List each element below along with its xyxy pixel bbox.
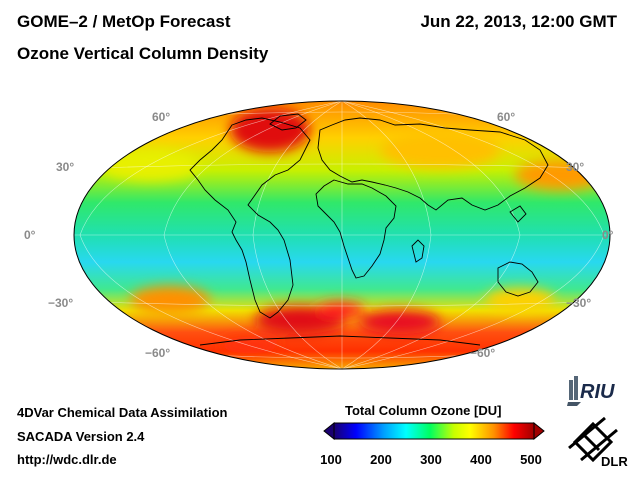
- ozone-map: [73, 100, 611, 370]
- lat-label-right-minus60: −60°: [470, 346, 496, 360]
- lat-label-right-minus30: −30°: [566, 296, 592, 310]
- forecast-datetime: Jun 22, 2013, 12:00 GMT: [420, 12, 617, 31]
- lat-label-left-0: 0°: [24, 228, 36, 242]
- riu-logo: RIU: [567, 376, 615, 406]
- colorbar-tick-400: 400: [470, 452, 492, 467]
- colorbar-gradient: [333, 422, 535, 440]
- lat-label-right-0: 0°: [602, 228, 614, 242]
- footer-method: 4DVar Chemical Data Assimilation: [17, 405, 228, 420]
- colorbar-min-arrow: [323, 421, 335, 441]
- colorbar: [323, 421, 545, 441]
- lat-label-right-60: 60°: [497, 110, 516, 124]
- colorbar-title: Total Column Ozone [DU]: [345, 403, 502, 418]
- coastlines: [189, 113, 549, 346]
- product-title: GOME–2 / MetOp Forecast: [17, 12, 231, 31]
- footer-version: SACADA Version 2.4: [17, 429, 145, 444]
- lat-label-left-30: 30°: [56, 160, 75, 174]
- colorbar-tick-200: 200: [370, 452, 392, 467]
- riu-logo-text: RIU: [580, 381, 615, 403]
- lat-label-left-60: 60°: [152, 110, 171, 124]
- lat-label-right-30: 30°: [566, 160, 585, 174]
- lat-label-left-minus30: −30°: [48, 296, 74, 310]
- dlr-emblem-icon: [568, 416, 618, 463]
- dlr-logo-text: DLR: [601, 454, 628, 469]
- map-outline: [73, 100, 611, 370]
- dlr-logo: DLR: [568, 416, 628, 469]
- colorbar-tick-100: 100: [320, 452, 342, 467]
- colorbar-tick-500: 500: [520, 452, 542, 467]
- lat-label-left-minus60: −60°: [145, 346, 171, 360]
- footer-url[interactable]: http://wdc.dlr.de: [17, 452, 117, 467]
- quantity-title: Ozone Vertical Column Density: [17, 44, 269, 63]
- colorbar-tick-300: 300: [420, 452, 442, 467]
- colorbar-max-arrow: [533, 421, 545, 441]
